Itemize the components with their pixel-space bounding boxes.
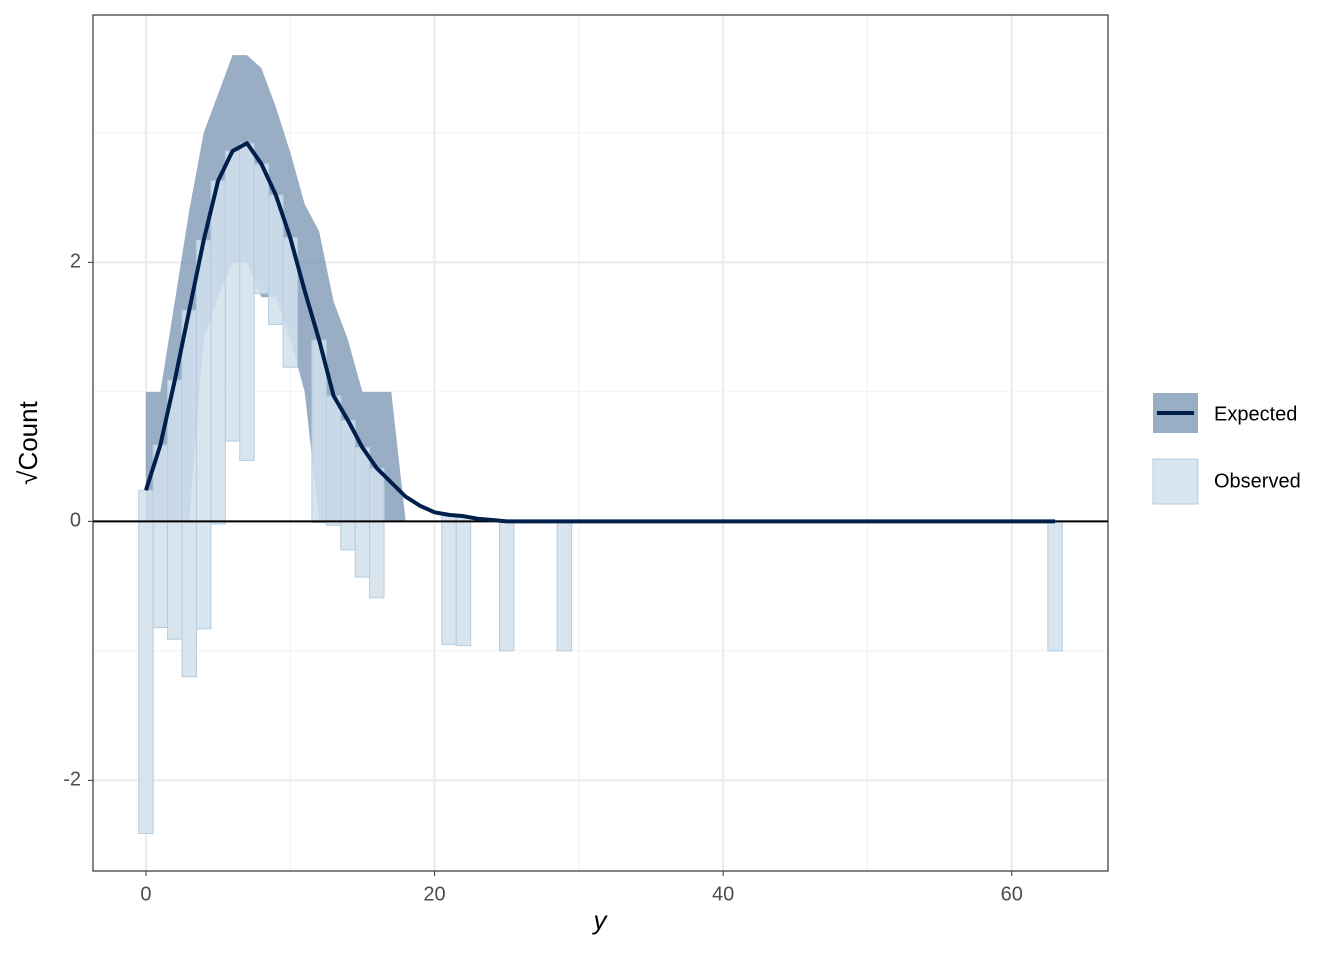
observed-bar: [181, 309, 197, 678]
observed-bar: [167, 379, 183, 640]
x-tick-label: 40: [712, 883, 734, 905]
observed-bar: [441, 514, 457, 645]
legend-key: [1152, 458, 1199, 505]
observed-bar: [224, 150, 241, 442]
legend-label: Expected: [1214, 403, 1297, 425]
observed-bar: [138, 489, 154, 834]
expected-band: [145, 55, 1056, 522]
observed-bar: [239, 142, 255, 461]
expected-line: [144, 141, 1056, 524]
observed-bar: [1047, 520, 1063, 652]
legend-label: Observed: [1214, 470, 1301, 492]
y-tick-label: 2: [70, 251, 81, 273]
observed-bar: [340, 419, 356, 551]
observed-bar: [325, 395, 342, 526]
observed-bar: [498, 520, 515, 652]
observed-bar: [354, 447, 371, 578]
y-tick-label: -2: [63, 769, 81, 791]
observed-bar: [556, 520, 573, 652]
panel-border: [92, 14, 1109, 872]
observed-bar: [253, 163, 270, 294]
observed-bar: [369, 467, 385, 599]
x-tick-label: 60: [1001, 883, 1023, 905]
observed-bar: [152, 444, 169, 629]
x-tick-label: 20: [423, 883, 445, 905]
observed-bar: [455, 515, 472, 647]
observed-bar: [195, 239, 212, 630]
x-axis-title: y: [592, 905, 609, 935]
y-axis-title: √Count: [13, 400, 43, 484]
x-tick-label: 0: [140, 883, 151, 905]
observed-bar: [210, 180, 226, 525]
y-tick-label: 0: [70, 510, 81, 532]
